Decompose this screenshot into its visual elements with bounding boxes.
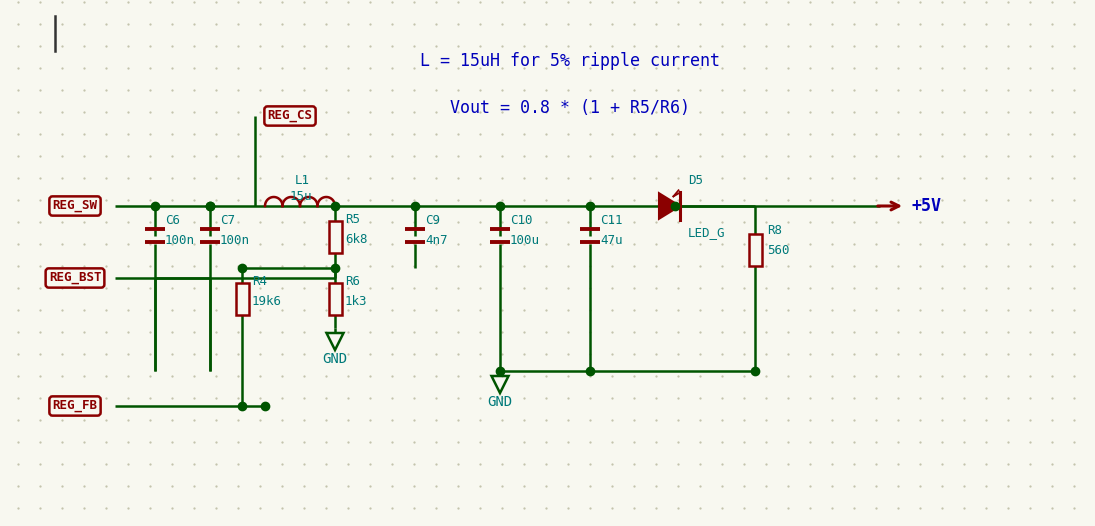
Text: GND: GND — [322, 352, 347, 366]
Text: Vout = 0.8 * (1 + R5/R6): Vout = 0.8 * (1 + R5/R6) — [450, 99, 690, 117]
Text: C7: C7 — [220, 214, 235, 227]
Bar — [328, 283, 342, 315]
Text: R8: R8 — [766, 224, 782, 237]
Text: REG_FB: REG_FB — [53, 400, 97, 412]
Text: R6: R6 — [345, 275, 360, 288]
Text: L1: L1 — [295, 174, 310, 187]
Text: 4n7: 4n7 — [425, 234, 448, 247]
Text: LED_G: LED_G — [688, 226, 726, 239]
Bar — [235, 283, 249, 315]
Bar — [749, 234, 761, 266]
Text: C11: C11 — [600, 214, 622, 227]
Text: 100n: 100n — [165, 234, 195, 247]
Text: REG_CS: REG_CS — [267, 109, 312, 123]
Text: 100n: 100n — [220, 234, 250, 247]
Text: REG_BST: REG_BST — [49, 271, 101, 285]
Text: 560: 560 — [766, 244, 789, 257]
Text: GND: GND — [487, 395, 512, 409]
Text: C10: C10 — [510, 214, 532, 227]
Text: REG_SW: REG_SW — [53, 199, 97, 213]
Text: 15u: 15u — [290, 190, 312, 203]
Text: 19k6: 19k6 — [252, 295, 283, 308]
Bar — [328, 221, 342, 253]
Text: L = 15uH for 5% ripple current: L = 15uH for 5% ripple current — [420, 52, 721, 70]
Text: 1k3: 1k3 — [345, 295, 368, 308]
Polygon shape — [659, 193, 680, 219]
Text: R4: R4 — [252, 275, 267, 288]
Text: 47u: 47u — [600, 234, 622, 247]
Text: C9: C9 — [425, 214, 440, 227]
Text: C6: C6 — [165, 214, 180, 227]
Text: 100u: 100u — [510, 234, 540, 247]
Text: 6k8: 6k8 — [345, 233, 368, 246]
Text: D5: D5 — [688, 174, 703, 187]
Text: +5V: +5V — [912, 197, 942, 215]
Text: R5: R5 — [345, 213, 360, 226]
